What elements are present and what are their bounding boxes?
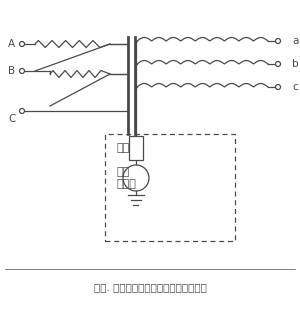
Circle shape	[275, 39, 281, 44]
Circle shape	[275, 84, 281, 90]
Text: A: A	[8, 39, 15, 49]
Bar	[129, 136, 143, 160]
Circle shape	[20, 69, 25, 74]
Bar	[105, 134, 235, 241]
Circle shape	[20, 41, 25, 46]
Text: a: a	[292, 36, 298, 46]
Circle shape	[20, 108, 25, 113]
Circle shape	[123, 165, 149, 191]
Circle shape	[275, 61, 281, 66]
Text: B: B	[8, 66, 15, 76]
Text: c: c	[292, 82, 298, 92]
Text: 电流
互感器: 电流 互感器	[117, 167, 137, 189]
Text: 电阻: 电阻	[117, 143, 130, 153]
Text: C: C	[8, 114, 15, 124]
Text: b: b	[292, 59, 298, 69]
Text: 图一. 变压器中性点接地电阻箱工作原理: 图一. 变压器中性点接地电阻箱工作原理	[94, 282, 206, 292]
